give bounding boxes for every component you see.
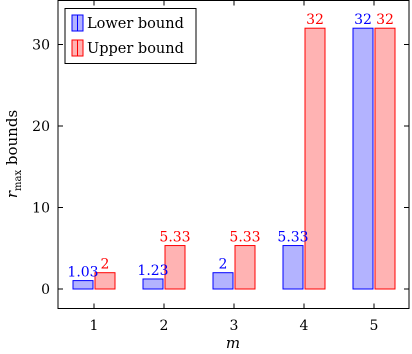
- legend-label-upper-bound: Upper bound: [87, 41, 184, 57]
- x-tick-label: 1: [90, 318, 99, 334]
- data-label-lower-bound: 2: [219, 257, 228, 273]
- bar-upper-bound: [234, 245, 256, 290]
- bars-layer: [72, 27, 396, 290]
- bar-lower-bound: [142, 278, 164, 290]
- data-label-upper-bound: 32: [306, 12, 324, 28]
- bar-lower-bound: [212, 272, 234, 290]
- bar-upper-bound: [304, 27, 326, 290]
- bar-upper-bound: [164, 245, 186, 290]
- legend: Lower bound Upper bound: [64, 8, 197, 64]
- data-label-lower-bound: 1.03: [67, 265, 98, 281]
- y-axis-label: rmax bounds: [3, 110, 24, 198]
- bar-lower-bound: [282, 245, 304, 290]
- data-label-upper-bound: 2: [101, 257, 110, 273]
- y-tick-label: 10: [32, 201, 50, 217]
- data-label-lower-bound: 1.23: [137, 263, 168, 279]
- bar-lower-bound: [352, 27, 374, 290]
- x-tick-label: 2: [160, 318, 169, 334]
- data-label-upper-bound: 32: [376, 12, 394, 28]
- y-tick-label: 30: [32, 38, 50, 54]
- legend-label-lower-bound: Lower bound: [87, 16, 184, 32]
- x-tick-label: 5: [370, 318, 379, 334]
- bar-upper-bound: [374, 27, 396, 290]
- ticks-layer: 0 10 20 30 1 2 3 4 5: [32, 0, 409, 334]
- data-label-lower-bound: 32: [354, 12, 372, 28]
- data-label-lower-bound: 5.33: [277, 230, 308, 246]
- data-label-upper-bound: 5.33: [229, 230, 260, 246]
- plot-frame: [57, 0, 410, 309]
- y-tick-label: 20: [32, 119, 50, 135]
- data-label-upper-bound: 5.33: [159, 230, 190, 246]
- bar-lower-bound: [72, 280, 94, 290]
- bar-upper-bound: [94, 272, 116, 290]
- x-axis-label: m: [226, 334, 240, 352]
- x-tick-label: 4: [300, 318, 309, 334]
- y-tick-label: 0: [41, 282, 50, 298]
- x-tick-label: 3: [230, 318, 239, 334]
- legend-box: [64, 8, 197, 64]
